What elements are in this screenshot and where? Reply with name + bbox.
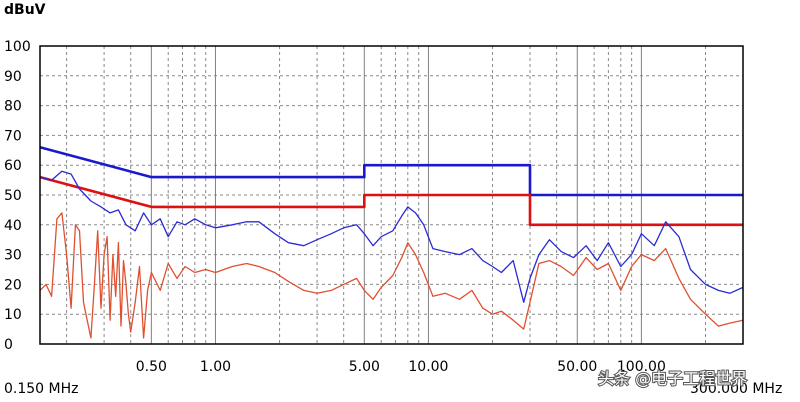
series-group [39, 146, 744, 339]
y-tick-label-6: 60 [4, 158, 22, 174]
y-tick-label-5: 50 [4, 188, 22, 204]
y-axis-label: dBuV [4, 2, 46, 18]
plot-frame [39, 45, 744, 345]
y-tick-label-8: 80 [4, 99, 22, 115]
limit-line-1 [39, 175, 743, 227]
x-tick-label-4: 50.00 [557, 359, 597, 375]
y-tick-label-7: 70 [4, 128, 22, 144]
x-tick-labels: 0.50 1.00 5.00 10.00 50.00 100.00 [136, 359, 666, 375]
y-tick-label-2: 20 [4, 277, 22, 293]
trace-line-2 [39, 170, 744, 303]
x-tick-label-5: 100.00 [617, 359, 666, 375]
x-start-label: 0.150 MHz [4, 381, 78, 397]
y-tick-label-9: 90 [4, 69, 22, 85]
x-tick-label-1: 1.00 [200, 359, 231, 375]
y-tick-label-0: 0 [4, 337, 13, 353]
y-tick-label-3: 30 [4, 248, 22, 264]
grid [40, 45, 743, 345]
limit-line-0 [39, 146, 743, 197]
x-tick-label-0: 0.50 [136, 359, 167, 375]
x-end-label: 300.000 MHz [690, 381, 782, 397]
y-tick-label-10: 100 [4, 39, 31, 55]
x-tick-label-3: 10.00 [408, 359, 448, 375]
y-tick-labels: 0 10 20 30 40 50 60 70 80 90 100 [4, 39, 31, 353]
trace-line-3 [39, 212, 744, 339]
watermark: 头条 @电子工程世界 [598, 369, 747, 388]
y-tick-label-4: 40 [4, 218, 22, 234]
y-tick-label-1: 10 [4, 307, 22, 323]
x-tick-label-2: 5.00 [349, 359, 380, 375]
